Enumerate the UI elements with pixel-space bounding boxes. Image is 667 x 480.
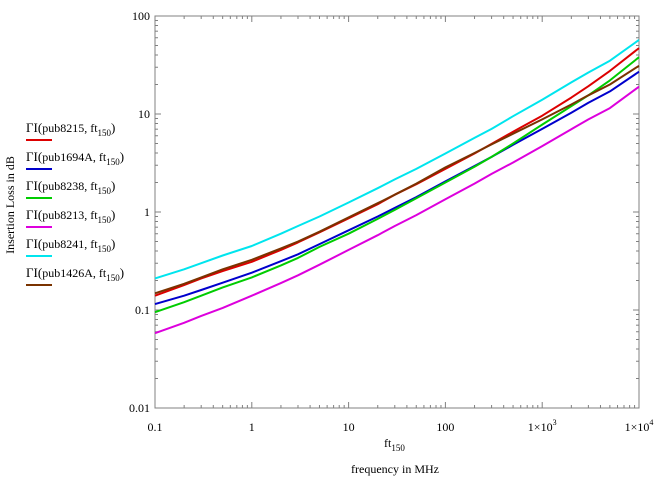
tick-marks	[154, 16, 639, 409]
legend-var: ft	[90, 179, 98, 193]
x-tick-label-mantissa: 0.1	[148, 420, 163, 434]
legend-var: ft	[90, 208, 98, 222]
x-tick-label-mantissa: 1	[249, 420, 255, 434]
legend-label: ΓI(pub1426A, ft150)	[26, 265, 124, 283]
series-line-pub8238	[154, 56, 640, 314]
series-line-pub8213	[154, 85, 640, 335]
legend-function: ΓI	[26, 265, 38, 280]
x-tick-label: 1×103	[528, 418, 557, 434]
x-tick-label-exponent: 3	[553, 418, 557, 427]
x-tick-label: 100	[436, 420, 454, 434]
legend-paren-open: (	[38, 236, 42, 251]
y-tick-label: 1	[144, 205, 150, 219]
x-tick-label: 0.1	[148, 420, 163, 434]
legend-arg: pub8215,	[42, 121, 90, 135]
x-tick-label-exponent: 4	[649, 418, 653, 427]
legend-function: ΓI	[26, 207, 38, 222]
x-axis-variable-main: ft	[384, 436, 392, 450]
series-line-pub1426a	[154, 64, 640, 295]
legend-arg: pub1694A,	[42, 150, 99, 164]
legend-label: ΓI(pub1694A, ft150)	[26, 149, 124, 167]
x-tick-labels: 0.1 1 10 100 1×103 1×104	[148, 418, 654, 434]
legend-paren-open: (	[38, 207, 42, 222]
legend-sub: 150	[98, 128, 112, 138]
legend-var: ft	[99, 150, 107, 164]
legend-paren-open: (	[38, 149, 42, 164]
legend-paren-open: (	[38, 178, 42, 193]
x-tick-label: 1×104	[625, 418, 654, 434]
legend-sub: 150	[98, 244, 112, 254]
legend-var: ft	[99, 266, 107, 280]
legend-arg: pub8241,	[42, 237, 90, 251]
x-tick-label-mantissa: 1×10	[528, 420, 553, 434]
legend-function: ΓI	[26, 178, 38, 193]
legend-arg: pub8238,	[42, 179, 90, 193]
x-tick-label-mantissa: 10	[343, 420, 355, 434]
legend-sub: 150	[106, 157, 120, 167]
legend-label: ΓI(pub8215, ft150)	[26, 120, 115, 138]
x-axis-caption: frequency in MHz	[351, 462, 439, 476]
legend-label: ΓI(pub8213, ft150)	[26, 207, 115, 225]
series-line-pub1694a	[154, 70, 640, 306]
legend-label: ΓI(pub8238, ft150)	[26, 178, 115, 196]
legend-paren-open: (	[38, 265, 42, 280]
legend-arg: pub1426A,	[42, 266, 99, 280]
x-tick-label: 10	[343, 420, 355, 434]
x-axis-variable-sub: 150	[391, 443, 405, 453]
legend-sub: 150	[98, 215, 112, 225]
y-tick-label: 100	[132, 9, 150, 23]
x-tick-label-mantissa: 100	[436, 420, 454, 434]
y-tick-labels: 100 10 1 0.1 0.01	[129, 9, 150, 415]
legend-sub: 150	[98, 186, 112, 196]
legend-paren-open: (	[38, 120, 42, 135]
series-layer	[154, 39, 640, 335]
legend-paren-close: )	[111, 236, 115, 251]
y-tick-label: 0.01	[129, 401, 150, 415]
legend-function: ΓI	[26, 236, 38, 251]
legend-paren-close: )	[120, 149, 124, 164]
y-axis-label: Insertion Loss in dB	[3, 156, 17, 254]
legend-function: ΓI	[26, 149, 38, 164]
legend-paren-close: )	[120, 265, 124, 280]
legend-paren-close: )	[111, 207, 115, 222]
legend-paren-close: )	[111, 120, 115, 135]
legend-label: ΓI(pub8241, ft150)	[26, 236, 115, 254]
series-line-pub8241	[154, 39, 640, 280]
x-tick-label: 1	[249, 420, 255, 434]
y-tick-label: 0.1	[135, 303, 150, 317]
legend-arg: pub8213,	[42, 208, 90, 222]
legend-var: ft	[90, 121, 98, 135]
legend-sub: 150	[106, 273, 120, 283]
y-tick-label: 10	[138, 107, 150, 121]
legend: ΓI(pub8215, ft150)ΓI(pub1694A, ft150)ΓI(…	[26, 120, 124, 286]
legend-paren-close: )	[111, 178, 115, 193]
legend-function: ΓI	[26, 120, 38, 135]
plot-frame	[154, 15, 640, 409]
legend-var: ft	[90, 237, 98, 251]
x-tick-label-mantissa: 1×10	[625, 420, 650, 434]
x-axis-variable-label: ft150	[384, 436, 405, 453]
